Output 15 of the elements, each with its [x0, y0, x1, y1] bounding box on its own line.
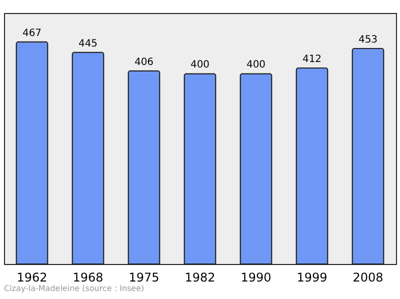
x-tick-label: 1999 [296, 270, 328, 284]
x-tick-label: 1975 [128, 270, 160, 284]
x-tick-label: 1962 [16, 270, 48, 284]
text: Cizay-la-Madeleine (source : Insee) [4, 284, 144, 293]
x-tick-label: 1968 [72, 270, 104, 284]
data-label: 445 [78, 38, 98, 50]
data-label: 467 [22, 28, 42, 39]
data-label: 400 [190, 60, 210, 71]
x-tick-label: 2008 [352, 270, 384, 284]
data-label: 412 [302, 54, 322, 66]
x-tick-label: 1982 [184, 270, 216, 284]
data-label: 453 [358, 34, 378, 46]
data-label: 406 [134, 56, 154, 68]
x-tick-label: 1990 [240, 270, 272, 284]
data-label: 400 [246, 60, 266, 71]
